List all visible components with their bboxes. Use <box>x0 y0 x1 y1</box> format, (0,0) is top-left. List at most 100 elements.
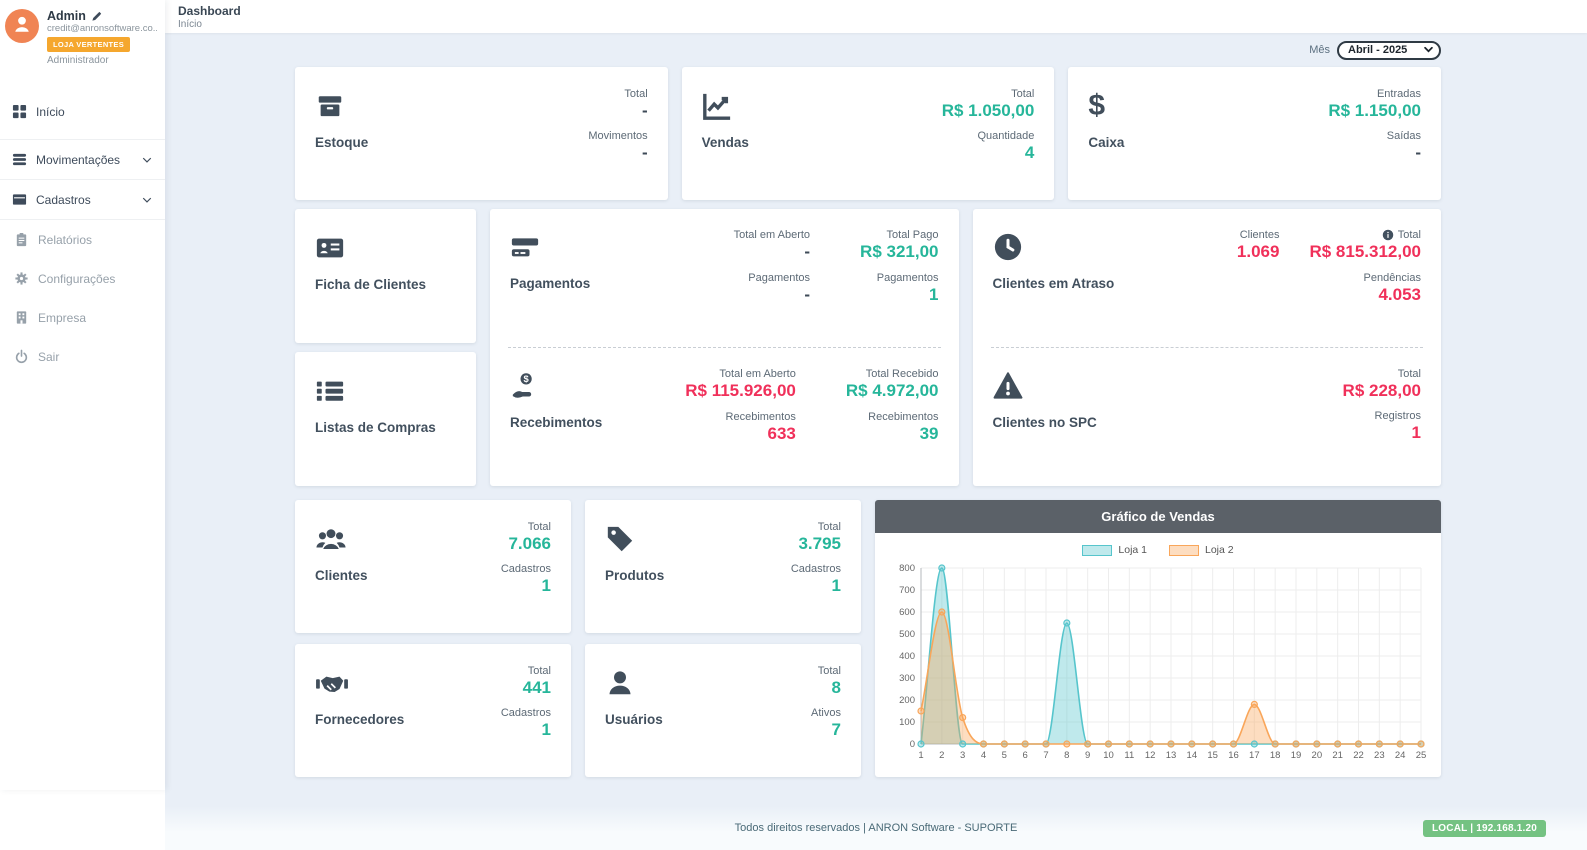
stat-label: Total em Aberto <box>719 368 796 380</box>
stat-label: Total <box>817 521 841 533</box>
sales-chart-card: Gráfico de Vendas Loja 1 Loja 2 0 100 200 30… <box>875 500 1441 777</box>
svg-text:21: 21 <box>1332 750 1343 761</box>
legend-item[interactable]: Loja 2 <box>1169 544 1234 556</box>
dollar-icon: $ <box>1088 89 1106 122</box>
handshake-icon <box>315 668 404 698</box>
stat-value: R$ 815.312,00 <box>1309 242 1421 261</box>
stat-label: Cadastros <box>500 563 551 575</box>
sidebar: Admin credit@anronsoftware.co... LOJA VE… <box>0 0 165 790</box>
legend-item[interactable]: Loja 1 <box>1082 544 1147 556</box>
card-estoque[interactable]: Estoque Total - Movimentos - <box>295 67 668 200</box>
grid-icon <box>12 104 27 119</box>
network-badge: LOCAL | 192.168.1.20 <box>1422 820 1546 837</box>
card-ficha-clientes[interactable]: Ficha de Clientes <box>295 209 476 343</box>
sidebar-item-cadastros[interactable]: Cadastros <box>0 180 165 220</box>
svg-text:$: $ <box>524 374 530 384</box>
stat-label: Total em Aberto <box>733 229 811 241</box>
card-clientes[interactable]: Clientes Total 7.066 Cadastros 1 <box>295 500 571 633</box>
stat-value: 1 <box>929 285 939 304</box>
stacked-bars-icon <box>12 152 27 167</box>
edit-pencil-icon[interactable] <box>91 11 102 22</box>
sidebar-item-sair[interactable]: Sair <box>0 337 165 376</box>
svg-text:10: 10 <box>1103 750 1114 761</box>
card-vendas[interactable]: Vendas Total R$ 1.050,00 Quantidade 4 <box>681 67 1055 200</box>
svg-text:18: 18 <box>1270 750 1281 761</box>
svg-text:300: 300 <box>899 673 915 684</box>
building-icon <box>14 310 29 325</box>
svg-text:2: 2 <box>939 750 944 761</box>
card-title: Vendas <box>701 135 749 150</box>
card-usuarios[interactable]: Usuários Total 8 Ativos 7 <box>585 644 861 777</box>
sidebar-item-label: Relatórios <box>38 232 93 247</box>
stat-value: - <box>804 285 811 304</box>
breadcrumb: Início <box>178 19 202 30</box>
stat-label: Total Pago <box>886 229 939 241</box>
svg-text:500: 500 <box>899 629 915 640</box>
info-icon[interactable] <box>1382 229 1394 241</box>
stat-label: Entradas <box>1376 88 1421 100</box>
svg-text:22: 22 <box>1353 750 1364 761</box>
dashed-divider <box>990 347 1423 348</box>
stat-value: 1 <box>831 576 841 595</box>
clock-icon <box>993 232 1115 262</box>
stat-value: 1 <box>1411 423 1421 442</box>
card-title: Fornecedores <box>315 712 405 727</box>
stat-label: Total <box>624 88 648 100</box>
sidebar-item-empresa[interactable]: Empresa <box>0 298 165 337</box>
tag-icon <box>605 524 664 554</box>
stat-value: - <box>641 143 648 162</box>
month-select[interactable]: Abril - 2025 <box>1337 40 1441 60</box>
card-caixa[interactable]: $ Caixa Entradas R$ 1.150,00 Saídas - <box>1068 67 1441 200</box>
stat-value: 4.053 <box>1378 285 1421 304</box>
avatar[interactable] <box>5 9 39 43</box>
stat-value: 3.795 <box>798 534 841 553</box>
store-badge: LOJA VERTENTES <box>47 37 131 52</box>
svg-text:11: 11 <box>1124 750 1134 761</box>
svg-text:0: 0 <box>910 739 915 750</box>
dashed-divider <box>508 347 941 348</box>
sidebar-item-movimentacoes[interactable]: Movimentações <box>0 139 165 180</box>
warning-triangle-icon <box>993 371 1097 401</box>
svg-text:7: 7 <box>1043 750 1048 761</box>
stat-label: Total <box>527 521 551 533</box>
card-listas-compras[interactable]: Listas de Compras <box>295 352 476 486</box>
card-title: Clientes no SPC <box>992 415 1097 430</box>
window-table-icon <box>12 192 27 207</box>
stat-value: 633 <box>767 424 796 443</box>
svg-text:25: 25 <box>1416 750 1427 761</box>
sidebar-item-inicio[interactable]: Início <box>0 92 165 131</box>
stat-label: Total <box>817 665 841 677</box>
stat-value: R$ 321,00 <box>860 242 939 261</box>
stat-value: R$ 115.926,00 <box>685 381 796 400</box>
stat-label: Cadastros <box>500 707 551 719</box>
credit-card-icon <box>510 232 590 262</box>
stat-value: 8 <box>831 678 841 697</box>
user-icon <box>605 668 663 698</box>
sidebar-item-relatorios[interactable]: Relatórios <box>0 220 165 259</box>
stat-label: Saídas <box>1386 130 1421 142</box>
stat-label: Pagamentos <box>876 272 939 284</box>
svg-text:800: 800 <box>899 563 915 574</box>
user-avatar-icon <box>12 14 32 39</box>
card-produtos[interactable]: Produtos Total 3.795 Cadastros 1 <box>585 500 861 633</box>
gear-icon <box>14 271 29 286</box>
hand-holding-dollar-icon: $ <box>510 371 602 401</box>
chart-title: Gráfico de Vendas <box>875 500 1441 533</box>
card-fornecedores[interactable]: Fornecedores Total 441 Cadastros 1 <box>295 644 571 777</box>
stat-value: 4 <box>1024 143 1035 162</box>
sidebar-item-label: Cadastros <box>36 192 91 207</box>
profile-name: Admin <box>47 9 86 23</box>
sidebar-item-configuracoes[interactable]: Configurações <box>0 259 165 298</box>
sidebar-item-label: Sair <box>38 349 60 364</box>
card-pagamentos-recebimentos[interactable]: Pagamentos Total em Aberto - Pagamentos - … <box>490 209 959 486</box>
card-atraso-spc[interactable]: Clientes em Atraso Clientes 1.069 <box>972 209 1441 486</box>
svg-text:20: 20 <box>1312 750 1323 761</box>
card-title: Pagamentos <box>510 276 591 291</box>
chart-line-icon <box>702 91 749 121</box>
stat-value: 7 <box>831 720 841 739</box>
card-title: Clientes <box>315 568 368 583</box>
svg-text:12: 12 <box>1145 750 1156 761</box>
stat-label: Pagamentos <box>748 272 811 284</box>
stat-value: 1.069 <box>1236 242 1280 261</box>
